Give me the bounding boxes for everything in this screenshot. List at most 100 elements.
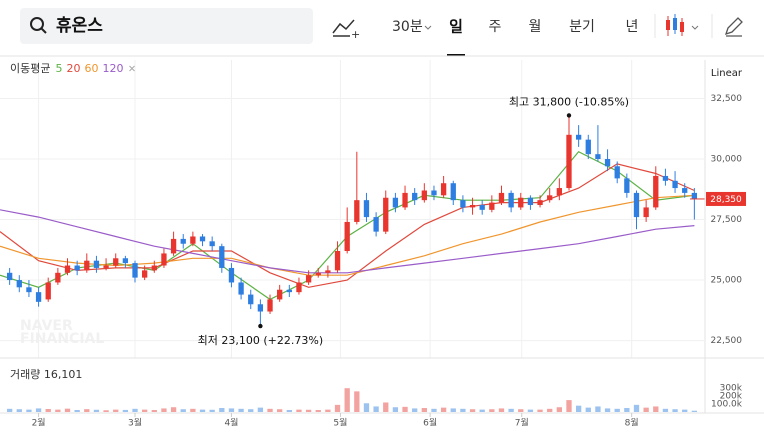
candle-body [672, 180, 678, 189]
search-box[interactable] [20, 8, 313, 44]
candle-body [691, 192, 698, 199]
volume-bar [113, 409, 119, 412]
candle-icon[interactable] [666, 14, 684, 36]
candle-body [113, 258, 119, 266]
y-tick-label: 300k [720, 384, 743, 394]
volume-bar [469, 409, 476, 412]
volume-bar [45, 408, 51, 412]
last-price-badge [706, 191, 746, 206]
chart-type-icon: + [351, 28, 360, 41]
candle-body [662, 175, 669, 181]
volume-bar [653, 406, 659, 412]
volume-bar [460, 408, 466, 412]
volume-bar [643, 407, 649, 412]
candle-body [325, 270, 331, 273]
volume-bar [450, 408, 456, 412]
volume-bar [498, 408, 505, 412]
volume-bar [489, 409, 495, 412]
volume-bar [132, 408, 138, 412]
volume-bar [566, 400, 572, 412]
volume-bar [170, 407, 177, 412]
candle-body [6, 272, 13, 281]
volume-bar [479, 409, 485, 412]
candle-body [344, 221, 350, 252]
candle-body [460, 200, 466, 208]
candle-body [199, 236, 206, 242]
legend-item[interactable]: 60 [84, 62, 98, 75]
volume-bar [209, 409, 215, 412]
volume-bar [604, 408, 611, 412]
volume-bar [16, 409, 22, 412]
volume-bar [537, 409, 543, 412]
volume-bar [74, 410, 80, 412]
y-tick-label: 25,000 [711, 276, 743, 286]
volume-bar [633, 404, 640, 412]
volume-bar [691, 410, 698, 412]
candle-body [84, 260, 90, 271]
volume-bar [575, 405, 582, 412]
candle-body [537, 200, 543, 206]
volume-bar [412, 408, 418, 412]
candle-body [267, 299, 273, 312]
candle-body [132, 263, 138, 278]
candle-body [55, 272, 61, 283]
candle-body [682, 188, 688, 193]
volume-bar [180, 409, 186, 412]
candle-body [575, 134, 582, 140]
period-tab[interactable]: 월 [529, 19, 542, 35]
volume-bar [672, 409, 678, 412]
volume-bar [325, 409, 331, 412]
candle-body [527, 197, 534, 206]
chart-type-icon[interactable] [332, 19, 355, 34]
legend-item[interactable]: 20 [66, 62, 80, 75]
draw-icon[interactable] [724, 17, 743, 37]
volume-bar [305, 409, 312, 412]
volume-bar [315, 410, 321, 412]
volume-bar [84, 409, 90, 412]
volume-bar [431, 408, 437, 412]
search-icon [40, 27, 47, 34]
search-icon [30, 17, 44, 31]
scale-label[interactable]: Linear [711, 68, 743, 79]
candle-body [161, 253, 167, 266]
candle-body [421, 190, 427, 201]
volume-title: 거래량 16,101 [10, 368, 82, 381]
watermark: NAVER [20, 318, 73, 334]
candle-body [180, 238, 186, 244]
candle-body [479, 205, 485, 210]
legend-item[interactable]: 5 [55, 62, 62, 75]
volume-bar [662, 408, 669, 412]
legend-close[interactable] [129, 65, 135, 72]
candle-body [633, 192, 640, 218]
legend-item[interactable]: 120 [102, 62, 123, 75]
volume-bar [595, 406, 601, 412]
volume-bar [35, 408, 42, 412]
candle-body [64, 265, 71, 273]
volume-bar [122, 409, 129, 412]
candle-body [354, 200, 360, 222]
volume-bar [402, 406, 408, 412]
volume-bar [286, 410, 292, 412]
period-tab[interactable]: 년 [626, 19, 639, 35]
candle-body [595, 154, 601, 160]
x-tick-label: 4월 [224, 417, 238, 429]
period-tab[interactable]: 분기 [569, 19, 595, 35]
volume-bar [585, 407, 591, 412]
volume-bar [238, 408, 244, 412]
candle-body [74, 265, 80, 271]
volume-bar [624, 408, 630, 412]
search-text: 휴온스 [56, 15, 103, 36]
candle-body [431, 190, 437, 196]
candle-body [35, 292, 42, 302]
candle-body [296, 282, 302, 293]
period-tab[interactable]: 일 [449, 18, 463, 36]
volume-bar [373, 406, 379, 412]
volume-bar [682, 409, 688, 412]
y-tick-label: 22,500 [711, 336, 743, 346]
legend-title: 이동평균 [10, 62, 50, 75]
candle-body [170, 238, 177, 254]
volume-bar [334, 404, 341, 412]
interval-select[interactable]: 30분 [392, 19, 423, 35]
y-tick-label: 27,500 [711, 215, 743, 225]
period-tab[interactable]: 주 [489, 19, 502, 35]
